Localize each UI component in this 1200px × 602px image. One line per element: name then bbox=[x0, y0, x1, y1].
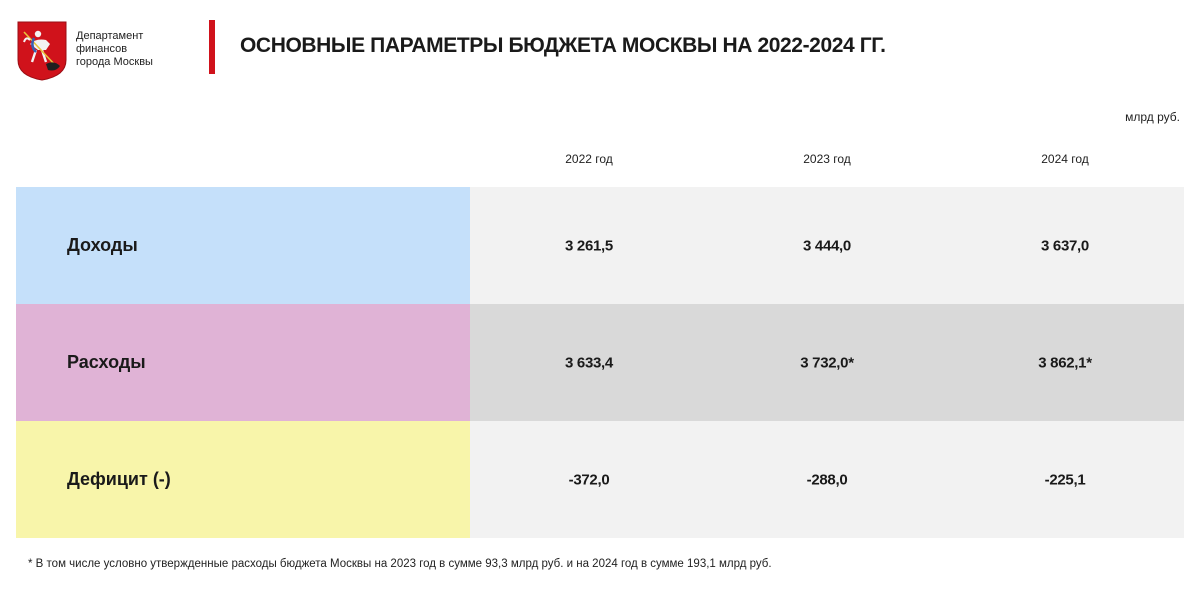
year-header-2023: 2023 год bbox=[803, 152, 851, 166]
footnote: * В том числе условно утвержденные расхо… bbox=[28, 558, 772, 570]
row-label-income: Доходы bbox=[67, 235, 138, 255]
value-deficit-2022: -372,0 bbox=[568, 471, 610, 488]
moscow-coat-of-arms-icon bbox=[17, 21, 67, 81]
value-expenses-2023: 3 732,0* bbox=[800, 354, 854, 371]
row-label-cell: Расходы bbox=[16, 304, 470, 421]
budget-table: Доходы 3 261,5 3 444,0 3 637,0 Расходы 3… bbox=[16, 187, 1184, 538]
row-label-cell: Доходы bbox=[16, 187, 470, 304]
title-accent-bar bbox=[209, 20, 215, 74]
year-header-2022: 2022 год bbox=[565, 152, 613, 166]
value-income-2024: 3 637,0 bbox=[1041, 237, 1089, 254]
page-title: ОСНОВНЫЕ ПАРАМЕТРЫ БЮДЖЕТА МОСКВЫ НА 202… bbox=[240, 34, 886, 57]
table-row-deficit: Дефицит (-) -372,0 -288,0 -225,1 bbox=[16, 421, 1184, 538]
table-row-income: Доходы 3 261,5 3 444,0 3 637,0 bbox=[16, 187, 1184, 304]
value-income-2023: 3 444,0 bbox=[803, 237, 851, 254]
value-deficit-2024: -225,1 bbox=[1044, 471, 1086, 488]
value-expenses-2024: 3 862,1* bbox=[1038, 354, 1092, 371]
row-label-cell: Дефицит (-) bbox=[16, 421, 470, 538]
department-line-3: города Москвы bbox=[76, 56, 153, 68]
row-values: 3 633,4 3 732,0* 3 862,1* bbox=[470, 304, 1184, 421]
year-header-row: 2022 год 2023 год 2024 год bbox=[470, 152, 1184, 170]
value-deficit-2023: -288,0 bbox=[806, 471, 848, 488]
value-income-2022: 3 261,5 bbox=[565, 237, 613, 254]
table-row-expenses: Расходы 3 633,4 3 732,0* 3 862,1* bbox=[16, 304, 1184, 421]
year-header-2024: 2024 год bbox=[1041, 152, 1089, 166]
row-values: -372,0 -288,0 -225,1 bbox=[470, 421, 1184, 538]
row-label-expenses: Расходы bbox=[67, 352, 146, 372]
row-label-deficit: Дефицит (-) bbox=[67, 469, 171, 489]
unit-label: млрд руб. bbox=[1125, 110, 1180, 124]
value-expenses-2022: 3 633,4 bbox=[565, 354, 613, 371]
row-values: 3 261,5 3 444,0 3 637,0 bbox=[470, 187, 1184, 304]
department-line-1: Департамент bbox=[76, 30, 144, 42]
department-name: Департамент финансов города Москвы bbox=[76, 30, 186, 69]
department-line-2: финансов bbox=[76, 43, 128, 55]
